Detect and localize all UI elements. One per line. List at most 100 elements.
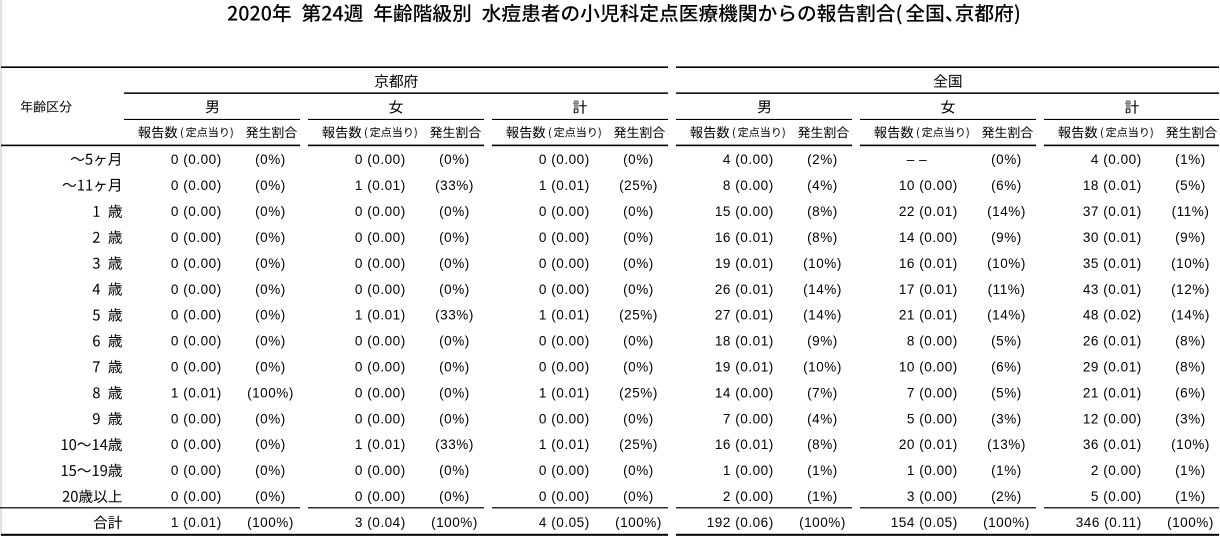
svg-text:(25%): (25%): [619, 437, 658, 452]
svg-text:(9%): (9%): [991, 230, 1022, 245]
svg-text:10 (0.00): 10 (0.00): [899, 178, 958, 193]
svg-text:(100%): (100%): [799, 515, 846, 530]
svg-text:0 (0.00): 0 (0.00): [171, 308, 222, 323]
svg-text:(0%): (0%): [255, 282, 286, 297]
svg-text:(1%): (1%): [991, 463, 1022, 478]
svg-text:18 (0.01): 18 (0.01): [1083, 178, 1142, 193]
svg-text:(0%): (0%): [255, 489, 286, 504]
svg-text:16 (0.01): 16 (0.01): [899, 256, 958, 271]
svg-text:(1%): (1%): [807, 463, 838, 478]
svg-text:(8%): (8%): [1175, 360, 1206, 375]
svg-text:(10%): (10%): [1171, 256, 1210, 271]
svg-text:4 (0.00): 4 (0.00): [1091, 152, 1142, 167]
svg-text:1 (0.01): 1 (0.01): [355, 178, 406, 193]
svg-text:(0%): (0%): [439, 204, 470, 219]
svg-text:(0%): (0%): [255, 308, 286, 323]
svg-text:0 (0.00): 0 (0.00): [171, 334, 222, 349]
svg-text:0 (0.00): 0 (0.00): [171, 152, 222, 167]
svg-text:14 (0.00): 14 (0.00): [715, 385, 774, 400]
svg-text:(25%): (25%): [619, 178, 658, 193]
svg-text:(10%): (10%): [803, 360, 842, 375]
svg-text:0 (0.00): 0 (0.00): [171, 204, 222, 219]
svg-text:16 (0.01): 16 (0.01): [715, 437, 774, 452]
svg-text:1 (0.01): 1 (0.01): [355, 437, 406, 452]
svg-text:0 (0.00): 0 (0.00): [355, 385, 406, 400]
svg-text:(0%): (0%): [439, 230, 470, 245]
svg-text:0 (0.00): 0 (0.00): [539, 334, 590, 349]
svg-text:346 (0.11): 346 (0.11): [1076, 515, 1142, 530]
svg-text:(0%): (0%): [439, 256, 470, 271]
svg-text:21 (0.01): 21 (0.01): [899, 308, 958, 323]
svg-text:48 (0.02): 48 (0.02): [1083, 308, 1142, 323]
svg-text:0 (0.00): 0 (0.00): [539, 411, 590, 426]
svg-text:12 (0.00): 12 (0.00): [1083, 411, 1142, 426]
svg-text:27 (0.01): 27 (0.01): [715, 308, 774, 323]
svg-text:5 (0.00): 5 (0.00): [907, 411, 958, 426]
svg-text:(0%): (0%): [255, 152, 286, 167]
svg-text:8 (0.00): 8 (0.00): [723, 178, 774, 193]
svg-text:(0%): (0%): [439, 152, 470, 167]
svg-text:4 (0.05): 4 (0.05): [539, 515, 590, 530]
svg-text:36 (0.01): 36 (0.01): [1083, 437, 1142, 452]
svg-text:21 (0.01): 21 (0.01): [1083, 385, 1142, 400]
svg-text:0 (0.00): 0 (0.00): [355, 230, 406, 245]
svg-text:(100%): (100%): [247, 515, 294, 530]
svg-text:0 (0.00): 0 (0.00): [355, 489, 406, 504]
svg-text:1 (0.01): 1 (0.01): [171, 515, 222, 530]
svg-text:(1%): (1%): [1175, 489, 1206, 504]
svg-text:(0%): (0%): [623, 411, 654, 426]
svg-text:0 (0.00): 0 (0.00): [539, 282, 590, 297]
svg-text:(4%): (4%): [807, 411, 838, 426]
svg-text:0 (0.00): 0 (0.00): [171, 437, 222, 452]
svg-text:1 (0.01): 1 (0.01): [539, 178, 590, 193]
svg-text:1 (0.01): 1 (0.01): [355, 308, 406, 323]
svg-text:2 (0.00): 2 (0.00): [723, 489, 774, 504]
svg-text:(8%): (8%): [807, 230, 838, 245]
svg-text:(100%): (100%): [983, 515, 1030, 530]
svg-text:(7%): (7%): [807, 385, 838, 400]
svg-text:(33%): (33%): [435, 178, 474, 193]
svg-text:0 (0.00): 0 (0.00): [539, 204, 590, 219]
svg-text:18 (0.01): 18 (0.01): [715, 334, 774, 349]
svg-text:(6%): (6%): [1175, 385, 1206, 400]
svg-text:(14%): (14%): [987, 308, 1026, 323]
svg-text:17 (0.01): 17 (0.01): [899, 282, 958, 297]
svg-text:0 (0.00): 0 (0.00): [171, 489, 222, 504]
svg-text:(25%): (25%): [619, 385, 658, 400]
svg-text:0 (0.00): 0 (0.00): [355, 411, 406, 426]
svg-text:19 (0.01): 19 (0.01): [715, 256, 774, 271]
svg-text:0 (0.00): 0 (0.00): [355, 463, 406, 478]
svg-text:(0%): (0%): [439, 489, 470, 504]
svg-text:1 (0.01): 1 (0.01): [539, 308, 590, 323]
svg-text:(0%): (0%): [623, 282, 654, 297]
svg-text:(0%): (0%): [623, 230, 654, 245]
svg-text:0 (0.00): 0 (0.00): [539, 360, 590, 375]
svg-text:1 (0.01): 1 (0.01): [539, 385, 590, 400]
svg-text:26 (0.01): 26 (0.01): [1083, 334, 1142, 349]
svg-text:(14%): (14%): [803, 282, 842, 297]
svg-text:0 (0.00): 0 (0.00): [355, 360, 406, 375]
svg-text:35 (0.01): 35 (0.01): [1083, 256, 1142, 271]
svg-text:0 (0.00): 0 (0.00): [171, 256, 222, 271]
svg-text:(0%): (0%): [255, 360, 286, 375]
svg-text:154 (0.05): 154 (0.05): [891, 515, 958, 530]
svg-text:0 (0.00): 0 (0.00): [171, 411, 222, 426]
svg-text:0 (0.00): 0 (0.00): [171, 463, 222, 478]
svg-text:(9%): (9%): [1175, 230, 1206, 245]
svg-text:(10%): (10%): [1171, 437, 1210, 452]
svg-text:(100%): (100%): [615, 515, 662, 530]
svg-text:0 (0.00): 0 (0.00): [355, 256, 406, 271]
svg-text:(0%): (0%): [255, 334, 286, 349]
svg-text:(12%): (12%): [1171, 282, 1210, 297]
svg-text:(0%): (0%): [255, 230, 286, 245]
svg-text:16 (0.01): 16 (0.01): [715, 230, 774, 245]
svg-text:(6%): (6%): [991, 360, 1022, 375]
svg-text:0 (0.00): 0 (0.00): [171, 360, 222, 375]
svg-text:(11%): (11%): [988, 282, 1026, 297]
svg-text:(0%): (0%): [439, 360, 470, 375]
svg-text:(0%): (0%): [623, 256, 654, 271]
svg-text:7 (0.00): 7 (0.00): [907, 385, 958, 400]
svg-text:3 (0.04): 3 (0.04): [355, 515, 406, 530]
svg-text:(5%): (5%): [991, 334, 1022, 349]
svg-text:(0%): (0%): [439, 282, 470, 297]
